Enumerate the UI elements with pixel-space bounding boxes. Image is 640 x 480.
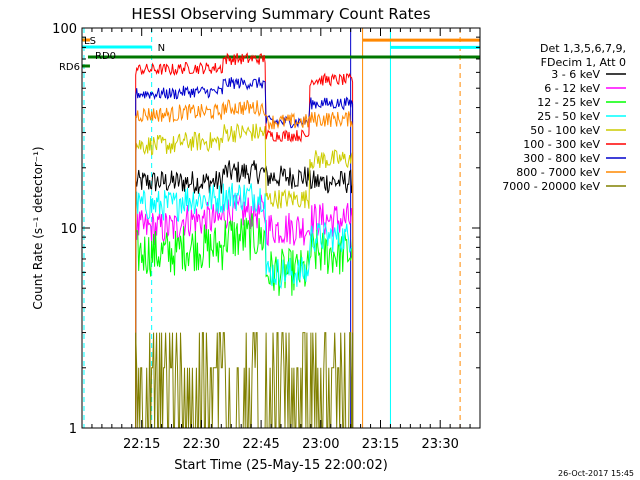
legend-label-1: 6 - 12 keV xyxy=(544,82,600,95)
x-tick-label-4: 23:15 xyxy=(362,437,399,452)
series-line-6 xyxy=(135,77,354,428)
legend-label-2: 12 - 25 keV xyxy=(537,96,600,109)
plot-content: LS N RD6 RD0 xyxy=(59,28,480,429)
legend-label-8: 7000 - 20000 keV xyxy=(502,180,600,193)
legend: Det 1,3,5,6,7,9,FDecim 1, Att 03 - 6 keV… xyxy=(502,42,626,193)
timestamp: 26-Oct-2017 15:45 xyxy=(558,469,634,478)
legend-label-6: 300 - 800 keV xyxy=(523,152,600,165)
legend-label-3: 25 - 50 keV xyxy=(537,110,600,123)
flag-label-n: N xyxy=(158,43,165,54)
x-axis-label: Start Time (25-May-15 22:00:02) xyxy=(174,458,388,473)
y-tick-label-1: 10 xyxy=(60,222,77,237)
legend-header-1: FDecim 1, Att 0 xyxy=(541,56,626,69)
x-tick-label-1: 22:30 xyxy=(183,437,220,452)
series-line-0 xyxy=(135,160,354,428)
series-line-3 xyxy=(135,182,354,428)
y-axis-label: Count Rate (s⁻¹ detector⁻¹) xyxy=(31,146,45,309)
legend-label-4: 50 - 100 keV xyxy=(530,124,600,137)
flag-label-ls: LS xyxy=(84,36,96,47)
chart-title: HESSI Observing Summary Count Rates xyxy=(131,5,430,23)
series-line-7 xyxy=(135,99,354,428)
series-line-4 xyxy=(135,122,354,428)
legend-label-5: 100 - 300 keV xyxy=(523,138,600,151)
y-tick-label-0: 1 xyxy=(69,422,77,437)
legend-header-0: Det 1,3,5,6,7,9, xyxy=(540,42,626,55)
legend-label-0: 3 - 6 keV xyxy=(551,68,600,81)
flag-label-rd0: RD0 xyxy=(95,51,116,62)
x-tick-label-5: 23:30 xyxy=(421,437,458,452)
series-line-5 xyxy=(135,52,354,428)
x-tick-label-0: 22:15 xyxy=(123,437,160,452)
flag-label-rd6: RD6 xyxy=(59,62,80,73)
y-tick-label-2: 100 xyxy=(52,22,77,37)
x-tick-label-2: 22:45 xyxy=(242,437,279,452)
series-line-8 xyxy=(135,332,354,429)
legend-label-7: 800 - 7000 keV xyxy=(516,166,600,179)
x-tick-label-3: 23:00 xyxy=(302,437,339,452)
axis-ticks: 22:15 22:30 22:45 23:00 23:15 23:30 1 10 100 xyxy=(52,22,481,452)
